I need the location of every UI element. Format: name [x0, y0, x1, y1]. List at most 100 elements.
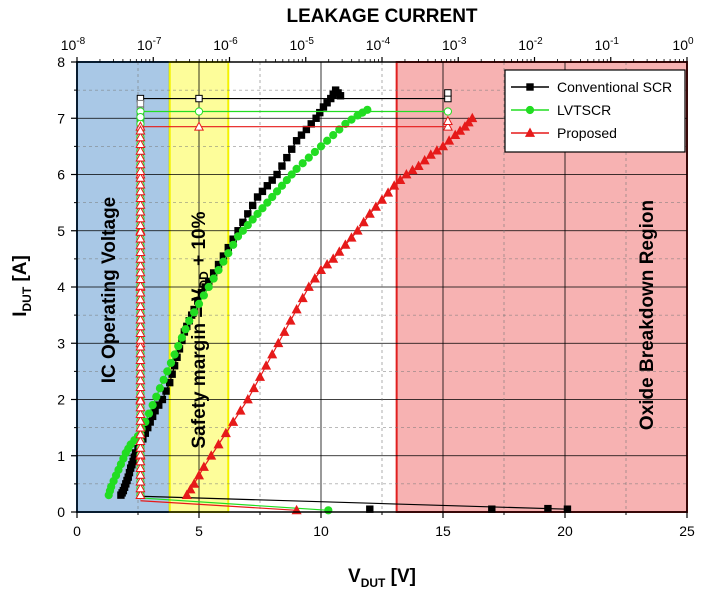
- series-tlp-point: [444, 135, 455, 145]
- top-tick-label: 10-1: [595, 36, 620, 53]
- series-leakage-stack-point: [135, 314, 146, 324]
- series-tlp-point: [383, 187, 394, 197]
- series-leakage-stack-point: [135, 489, 146, 500]
- series-tlp-point: [291, 304, 302, 314]
- legend-marker: [524, 127, 536, 137]
- legend-item-2: Proposed: [511, 125, 617, 141]
- series-leakage-stack-point: [135, 341, 146, 351]
- series-leakage-stack-point: [135, 185, 146, 196]
- x-tick-label: 10: [313, 523, 329, 539]
- series-tlp-point: [340, 239, 351, 249]
- top-tick-label: 10-3: [442, 36, 467, 53]
- y-tick-label: 8: [57, 54, 65, 70]
- series-tlp-point: [297, 131, 306, 139]
- x-tick-label: 20: [557, 523, 573, 539]
- series-tlp-point: [155, 384, 165, 393]
- top-tick-label: 10-8: [61, 36, 86, 53]
- top-tick-base: 10: [213, 37, 229, 53]
- series-leakage-stack-point: [135, 233, 146, 243]
- x-axis-title-unit: [V]: [385, 566, 416, 587]
- series-tlp-point: [297, 292, 308, 303]
- series-tlp-point: [437, 140, 449, 151]
- series-tlp-point: [285, 315, 296, 325]
- series-tlp-point: [268, 192, 277, 202]
- series-tlp-point: [263, 182, 272, 190]
- series-tlp-point: [229, 240, 238, 249]
- series-leakage-stack-point: [135, 212, 146, 223]
- x-axis-title: VDUT [V]: [348, 566, 416, 590]
- series-leakage-stack-point: [135, 158, 146, 169]
- series-tail-point: [324, 506, 333, 515]
- series-tlp-point: [263, 198, 272, 207]
- series-leakage-stack-point: [135, 428, 146, 439]
- series-tlp-point: [277, 181, 287, 190]
- series-tail-line: [140, 500, 297, 511]
- y-axis-title-sub: DUT: [20, 286, 34, 311]
- series-tlp-point: [228, 416, 239, 426]
- top-tick-exp: -2: [534, 36, 543, 47]
- top-tick-exp: -3: [458, 36, 467, 47]
- series-leakage-stack-point: [135, 138, 146, 149]
- series-layer: [104, 86, 572, 515]
- series-tail-point: [544, 504, 552, 513]
- safety-margin-main: Safety margin = V: [189, 288, 210, 448]
- series-tlp-point: [248, 382, 259, 393]
- top-tick-exp: -6: [229, 36, 238, 47]
- series-tlp-point: [224, 249, 233, 258]
- series-tlp-point: [292, 164, 301, 173]
- y-tick-label: 7: [57, 110, 65, 126]
- series-tlp-point: [389, 180, 400, 190]
- series-leakage-point: [193, 121, 205, 131]
- series-leakage-stack-point: [135, 482, 146, 493]
- y-tick-label: 1: [57, 448, 65, 464]
- series-leakage-stack-point: [135, 334, 146, 344]
- series-tlp-point: [328, 253, 339, 263]
- series-tlp-point: [323, 136, 332, 145]
- series-tlp-point: [243, 221, 252, 230]
- series-tlp-point: [189, 478, 200, 488]
- series-leakage-stack-point: [135, 239, 146, 250]
- series-tlp-point: [267, 349, 278, 359]
- series-tlp-point: [204, 282, 213, 292]
- series-leakage-point: [443, 107, 452, 116]
- legend-marker: [525, 105, 535, 115]
- top-tick-base: 10: [61, 37, 77, 53]
- series-leakage-stack-point: [135, 300, 146, 311]
- series-leakage-stack-point: [135, 172, 146, 182]
- series-leakage-stack-point: [135, 408, 146, 419]
- series-tlp-point: [242, 394, 253, 404]
- series-tlp-point: [347, 115, 356, 124]
- series-tlp-point: [170, 350, 179, 359]
- y-axis-title: IDUT [A]: [10, 255, 34, 317]
- top-tick-label: 10-5: [290, 36, 315, 53]
- series-tlp-point: [283, 153, 291, 162]
- series-tlp-point: [310, 147, 319, 157]
- top-tick-base: 10: [137, 37, 153, 53]
- series-leakage-stack-point: [135, 179, 146, 189]
- series-tlp-point: [219, 257, 228, 266]
- series-leakage-stack-point: [135, 253, 146, 263]
- series-leakage-stack-point: [135, 192, 146, 203]
- series-tlp-point: [213, 439, 224, 449]
- series-leakage-stack-point: [135, 435, 146, 446]
- series-tlp-point: [335, 125, 344, 134]
- series-leakage-stack-point: [135, 374, 146, 385]
- series-tlp-point: [209, 274, 218, 283]
- series-leakage-stack-point: [135, 361, 146, 371]
- series-leakage-stack-point: [135, 246, 146, 257]
- y-axis-title-main: I: [10, 312, 31, 317]
- series-leakage-stack-point: [135, 280, 146, 290]
- series-tlp-point: [419, 154, 430, 165]
- series-leakage-stack-point: [135, 206, 146, 216]
- series-tlp-point: [363, 105, 372, 114]
- top-tick-base: 10: [290, 37, 306, 53]
- top-tick-label: 100: [672, 36, 694, 53]
- region-labels: IC Operating Voltage Safety margin = VDD…: [99, 197, 658, 449]
- series-tlp-point: [303, 281, 314, 291]
- series-tlp-point: [199, 291, 208, 300]
- series-tlp-point: [268, 176, 276, 184]
- series-leakage-stack-point: [135, 266, 146, 277]
- region-label-oxide-breakdown: Oxide Breakdown Region: [637, 200, 658, 430]
